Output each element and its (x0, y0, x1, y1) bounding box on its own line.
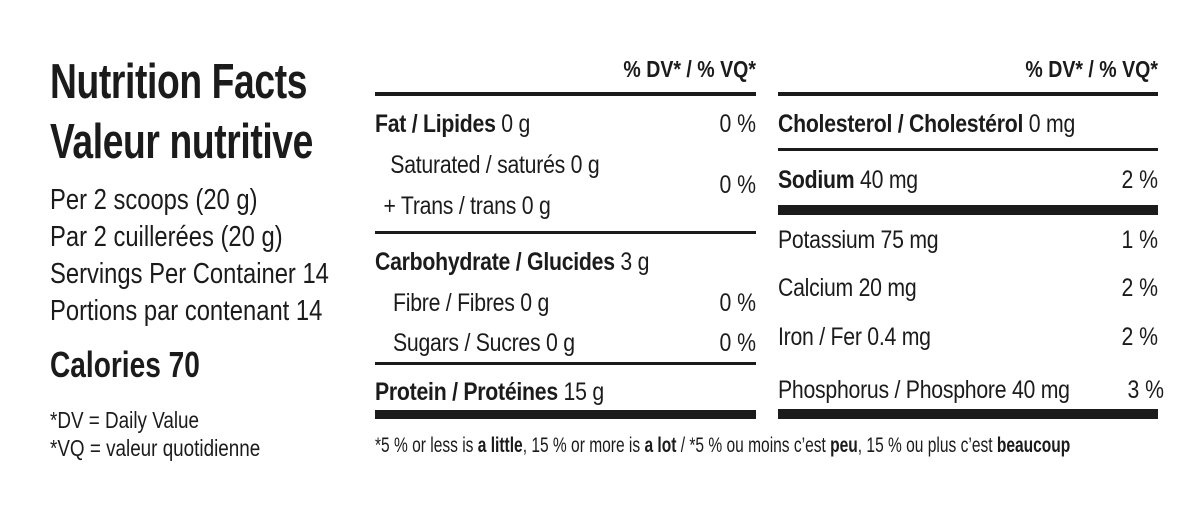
row-sugars-dv: 0 % (719, 329, 756, 357)
dv-legend-fr: *VQ = valeur quotidienne (50, 434, 261, 461)
dv-legend-en: *DV = Daily Value (50, 407, 200, 433)
dv-header-left-text: % DV* / % VQ* (623, 56, 756, 82)
row-fibre: Fibre / Fibres 0 g 0 % (375, 289, 756, 317)
dv-legend: *DV = Daily Value *VQ = valeur quotidien… (50, 407, 380, 462)
dv-header-right: % DV* / % VQ* (778, 56, 1158, 96)
row-iron-dv: 2 % (1121, 323, 1158, 351)
info-column: Nutrition Facts Valeur nutritive Per 2 s… (50, 52, 380, 462)
row-cholesterol: Cholesterol / Cholestérol 0 mg (778, 110, 1158, 138)
row-saturated-trans: Saturated / saturés 0 g + Trans / trans … (375, 151, 757, 220)
row-saturated-label: Saturated / saturés 0 g (390, 151, 600, 179)
row-phosphorus: Phosphorus / Phosphore 40 mg 3 % (778, 376, 1164, 404)
dv-header-left: % DV* / % VQ* (375, 56, 756, 96)
row-phosphorus-dv: 3 % (1127, 376, 1165, 404)
row-potassium-dv: 1 % (1121, 226, 1158, 254)
row-potassium: Potassium 75 mg 1 % (778, 226, 1158, 254)
saturated-trans-labels: Saturated / saturés 0 g + Trans / trans … (375, 151, 639, 220)
divider-thin (375, 362, 756, 365)
divider-thin (375, 231, 756, 234)
serving-info: Per 2 scoops (20 g) Par 2 cuillerées (20… (50, 182, 380, 330)
nutrient-column-left: % DV* / % VQ* Fat / Lipides 0 g 0 % Satu… (375, 56, 756, 419)
nutrient-column-right: % DV* / % VQ* Cholesterol / Cholestérol … (778, 56, 1164, 419)
row-saturated-trans-dv: 0 % (719, 171, 756, 199)
row-protein-label: Protein / Protéines 15 g (375, 378, 604, 406)
row-trans-label: + Trans / trans 0 g (383, 192, 551, 220)
row-calcium: Calcium 20 mg 2 % (778, 274, 1158, 302)
row-cholesterol-label: Cholesterol / Cholestérol 0 mg (778, 110, 1076, 138)
row-iron-label: Iron / Fer 0.4 mg (778, 323, 931, 351)
dv-header-right-text: % DV* / % VQ* (1025, 56, 1158, 82)
servings-per-container-fr: Portions par contenant 14 (50, 295, 323, 327)
row-sodium-dv: 2 % (1121, 166, 1158, 194)
percent-dv-footnote-text: *5 % or less is a little, 15 % or more i… (375, 434, 1071, 457)
row-sodium: Sodium 40 mg 2 % (778, 166, 1158, 194)
row-iron: Iron / Fer 0.4 mg 2 % (778, 323, 1158, 351)
divider-thick (375, 410, 756, 419)
row-carbohydrate: Carbohydrate / Glucides 3 g (375, 248, 756, 276)
row-protein: Protein / Protéines 15 g (375, 378, 756, 406)
row-sodium-label: Sodium 40 mg (778, 166, 918, 194)
title-english: Nutrition Facts (50, 55, 308, 109)
row-fat: Fat / Lipides 0 g 0 % (375, 110, 756, 138)
row-carbohydrate-label: Carbohydrate / Glucides 3 g (375, 248, 650, 276)
row-fat-label: Fat / Lipides 0 g (375, 110, 531, 138)
row-sugars-label: Sugars / Sucres 0 g (393, 329, 575, 357)
row-fibre-dv: 0 % (719, 289, 756, 317)
divider-thick (778, 409, 1158, 419)
servings-per-container-en: Servings Per Container 14 (50, 258, 329, 290)
row-fibre-label: Fibre / Fibres 0 g (393, 289, 550, 317)
divider-thin (778, 148, 1158, 151)
percent-dv-footnote: *5 % or less is a little, 15 % or more i… (375, 434, 1170, 458)
row-fat-dv: 0 % (719, 110, 756, 138)
row-calcium-label: Calcium 20 mg (778, 274, 917, 302)
row-calcium-dv: 2 % (1121, 274, 1158, 302)
serving-size-fr: Par 2 cuillerées (20 g) (50, 221, 283, 253)
calories-line: Calories 70 (50, 344, 200, 385)
divider-thick (778, 205, 1158, 215)
row-phosphorus-label: Phosphorus / Phosphore 40 mg (778, 376, 1070, 404)
row-sugars: Sugars / Sucres 0 g 0 % (375, 329, 756, 357)
row-potassium-label: Potassium 75 mg (778, 226, 939, 254)
title-french: Valeur nutritive (50, 115, 313, 169)
serving-size-en: Per 2 scoops (20 g) (50, 184, 258, 216)
